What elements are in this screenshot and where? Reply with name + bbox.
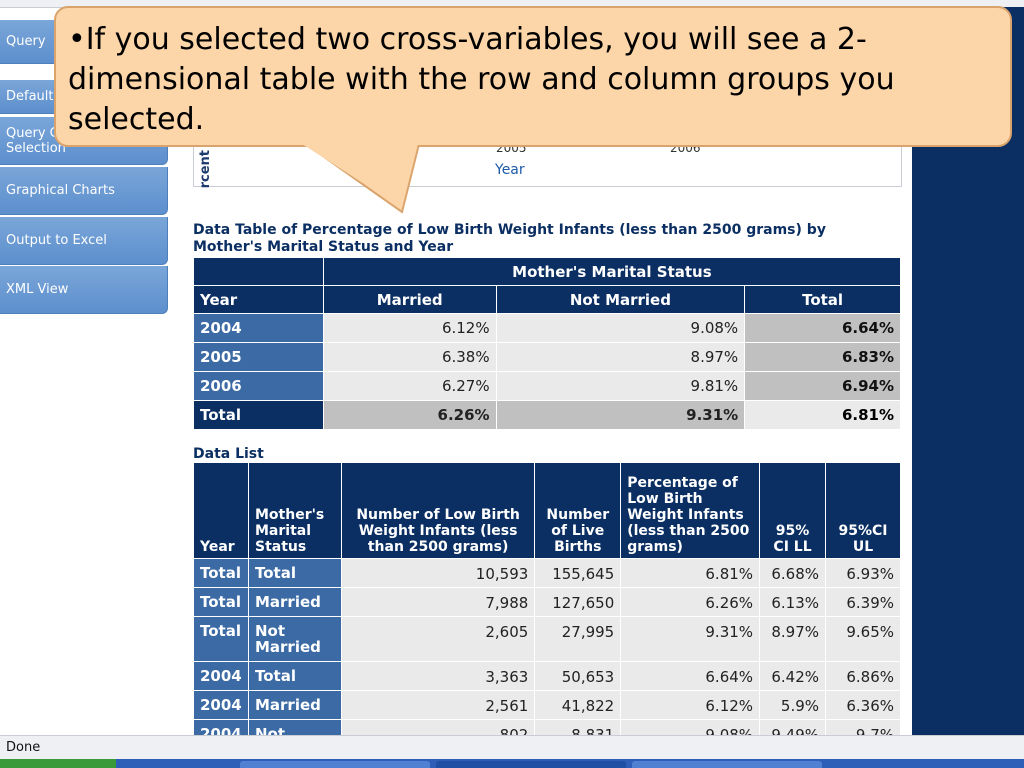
pivot-cell: 6.27% xyxy=(322,371,497,401)
cell: 6.42% xyxy=(759,661,827,691)
pivot-row-year: 2006 xyxy=(193,371,324,401)
row-year: 2004 xyxy=(193,690,249,720)
pivot-total-label: Total xyxy=(193,400,324,430)
pivot-row-year: 2005 xyxy=(193,342,324,372)
pivot-total-not-married: 9.31% xyxy=(495,400,746,430)
cell: 6.26% xyxy=(620,587,761,617)
row-status: Married xyxy=(247,587,342,617)
row-year: Total xyxy=(193,587,249,617)
pivot-corner xyxy=(193,257,324,286)
taskbar xyxy=(0,759,1024,768)
col-marital-status: Mother's Marital Status xyxy=(247,462,342,559)
table-row: Total Not Married 2,605 27,995 9.31% 8.9… xyxy=(193,616,901,662)
cell: 6.36% xyxy=(825,690,901,720)
cell: 6.64% xyxy=(620,661,761,691)
table-row: Total Total 10,593 155,645 6.81% 6.68% 6… xyxy=(193,558,901,588)
pivot-cell: 9.81% xyxy=(495,371,746,401)
callout-box xyxy=(54,6,1012,147)
cell: 6.12% xyxy=(620,690,761,720)
start-button[interactable] xyxy=(0,759,116,768)
cell: 6.86% xyxy=(825,661,901,691)
cell: 41,822 xyxy=(534,690,622,720)
pivot-cell-total: 6.64% xyxy=(744,313,901,343)
cell: 155,645 xyxy=(534,558,622,588)
table-row: 2004 Total 3,363 50,653 6.64% 6.42% 6.86… xyxy=(193,661,901,691)
row-year: 2004 xyxy=(193,661,249,691)
cell: 2,561 xyxy=(340,690,536,720)
cell: 6.93% xyxy=(825,558,901,588)
cell: 6.13% xyxy=(759,587,827,617)
taskbar-button[interactable] xyxy=(632,761,822,768)
data-list-table: Year Mother's Marital Status Number of L… xyxy=(193,462,901,749)
cell: 27,995 xyxy=(534,616,622,662)
nav-output-to-excel[interactable]: Output to Excel xyxy=(0,217,168,265)
data-list-title: Data List xyxy=(193,446,264,462)
pivot-cell: 9.08% xyxy=(495,313,746,343)
chart-x-axis-label: Year xyxy=(495,162,525,178)
col-live-births: Number of Live Births xyxy=(534,462,622,559)
cell: 9.65% xyxy=(825,616,901,662)
pivot-col-not-married: Not Married xyxy=(495,285,746,314)
pivot-cell-total: 6.83% xyxy=(744,342,901,372)
table-row: 2004 Married 2,561 41,822 6.12% 5.9% 6.3… xyxy=(193,690,901,720)
pivot-col-year: Year xyxy=(193,285,324,314)
pivot-row: 2005 6.38% 8.97% 6.83% xyxy=(193,342,901,372)
pivot-cell: 6.38% xyxy=(322,342,497,372)
col-low-birth-count: Number of Low Birth Weight Infants (less… xyxy=(340,462,536,559)
row-status: Married xyxy=(247,690,342,720)
cell: 7,988 xyxy=(340,587,536,617)
table-row: Total Married 7,988 127,650 6.26% 6.13% … xyxy=(193,587,901,617)
col-ci-ll: 95% CI LL xyxy=(759,462,827,559)
pivot-col-total: Total xyxy=(744,285,901,314)
chart-y-axis-label: rcent xyxy=(198,150,213,189)
pivot-table-title: Data Table of Percentage of Low Birth We… xyxy=(193,222,826,255)
pivot-cell-total: 6.94% xyxy=(744,371,901,401)
taskbar-button[interactable] xyxy=(240,761,430,768)
pivot-grand-total: 6.81% xyxy=(744,400,901,430)
cell: 5.9% xyxy=(759,690,827,720)
pivot-total-row: Total 6.26% 9.31% 6.81% xyxy=(193,400,901,430)
pivot-table: Mother's Marital Status Year Married Not… xyxy=(193,257,902,430)
cell: 127,650 xyxy=(534,587,622,617)
cell: 6.68% xyxy=(759,558,827,588)
pivot-row: 2006 6.27% 9.81% 6.94% xyxy=(193,371,901,401)
status-bar: Done xyxy=(0,735,1024,759)
nav-xml-view[interactable]: XML View xyxy=(0,266,168,314)
cell: 2,605 xyxy=(340,616,536,662)
cell: 50,653 xyxy=(534,661,622,691)
cell: 6.81% xyxy=(620,558,761,588)
col-ci-ul: 95%CI UL xyxy=(825,462,901,559)
row-status: Total xyxy=(247,661,342,691)
cell: 9.31% xyxy=(620,616,761,662)
pivot-total-married: 6.26% xyxy=(322,400,497,430)
cell: 10,593 xyxy=(340,558,536,588)
pivot-col-married: Married xyxy=(322,285,497,314)
row-status: Not Married xyxy=(247,616,342,662)
pivot-row-year: 2004 xyxy=(193,313,324,343)
taskbar-button[interactable] xyxy=(436,761,626,768)
col-percentage: Percentage of Low Birth Weight Infants (… xyxy=(620,462,761,559)
row-year: Total xyxy=(193,558,249,588)
cell: 6.39% xyxy=(825,587,901,617)
nav-graphical-charts[interactable]: Graphical Charts xyxy=(0,167,168,215)
pivot-cell: 8.97% xyxy=(495,342,746,372)
cell: 8.97% xyxy=(759,616,827,662)
col-year: Year xyxy=(193,462,249,559)
pivot-cell: 6.12% xyxy=(322,313,497,343)
callout-text: •If you selected two cross-variables, yo… xyxy=(68,22,895,137)
cell: 3,363 xyxy=(340,661,536,691)
row-status: Total xyxy=(247,558,342,588)
row-year: Total xyxy=(193,616,249,662)
pivot-group-header: Mother's Marital Status xyxy=(322,257,902,286)
pivot-row: 2004 6.12% 9.08% 6.64% xyxy=(193,313,901,343)
